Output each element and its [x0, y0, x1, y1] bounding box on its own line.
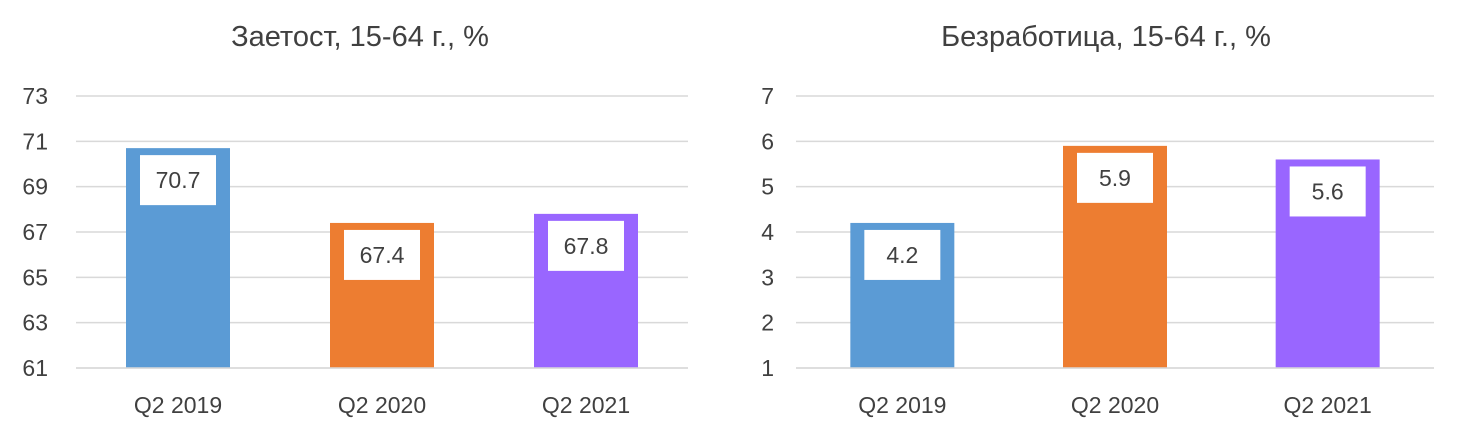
y-tick-label: 67	[22, 219, 48, 245]
x-tick-label: Q2 2020	[1071, 392, 1159, 418]
data-label-box	[864, 229, 941, 280]
y-tick-label: 63	[22, 310, 48, 336]
y-tick-label: 1	[761, 355, 774, 381]
data-label-box	[344, 229, 420, 280]
data-label: 5.9	[1099, 165, 1131, 191]
x-tick-label: Q2 2019	[858, 392, 946, 418]
y-tick-label: 4	[761, 219, 774, 245]
y-tick-label: 2	[761, 310, 774, 336]
x-tick-label: Q2 2020	[338, 392, 426, 418]
y-tick-label: 6	[761, 128, 774, 154]
y-tick-label: 3	[761, 264, 774, 290]
data-label: 67.8	[564, 233, 609, 259]
y-tick-label: 71	[22, 128, 48, 154]
data-label: 70.7	[156, 167, 201, 193]
x-tick-label: Q2 2021	[1284, 392, 1372, 418]
y-tick-label: 7	[761, 83, 774, 109]
y-tick-label: 61	[22, 355, 48, 381]
chart-title: Заетост, 15-64 г., %	[231, 21, 489, 53]
y-tick-label: 69	[22, 174, 48, 200]
data-label-box	[140, 155, 216, 206]
data-label-box	[548, 220, 624, 271]
chart-title: Безработица, 15-64 г., %	[941, 21, 1271, 53]
x-tick-label: Q2 2021	[542, 392, 630, 418]
data-label: 4.2	[886, 242, 918, 268]
y-tick-label: 5	[761, 174, 774, 200]
data-label: 67.4	[360, 242, 405, 268]
y-tick-label: 65	[22, 264, 48, 290]
employment-chart: Заетост, 15-64 г., % 61 63 65 67 69 71 73 Q2 20…	[22, 21, 688, 418]
y-tick-label: 73	[22, 83, 48, 109]
unemployment-chart: Безработица, 15-64 г., % 1 2 3 4 5 6 7 Q2 2019 4…	[761, 21, 1434, 418]
data-label: 5.6	[1312, 178, 1344, 204]
data-label-box	[1289, 166, 1366, 217]
x-tick-label: Q2 2019	[134, 392, 222, 418]
data-label-box	[1077, 152, 1153, 203]
